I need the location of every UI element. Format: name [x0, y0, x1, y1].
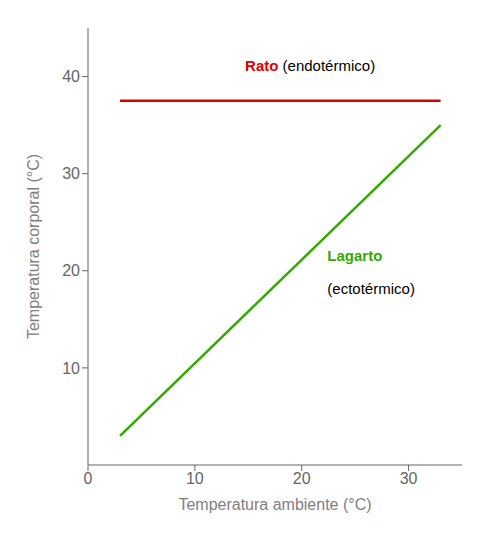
svg-text:30: 30 [62, 165, 80, 182]
svg-text:10: 10 [186, 470, 204, 487]
svg-text:0: 0 [84, 470, 93, 487]
html-text:Rato (endotérmico): Rato (endotérmico) [245, 56, 376, 74]
svg-text:40: 40 [62, 68, 80, 85]
svg-text:20: 20 [62, 262, 80, 279]
svg-text:30: 30 [400, 470, 418, 487]
html-text:Lagarto: Lagarto [327, 246, 383, 264]
svg-text:10: 10 [62, 360, 80, 377]
svg-text:Temperatura corporal (°C): Temperatura corporal (°C) [25, 154, 42, 339]
svg-text:20: 20 [293, 470, 311, 487]
svg-text:Temperatura ambiente (°C): Temperatura ambiente (°C) [178, 496, 371, 513]
html-text:(ectotérmico): (ectotérmico) [327, 279, 415, 297]
